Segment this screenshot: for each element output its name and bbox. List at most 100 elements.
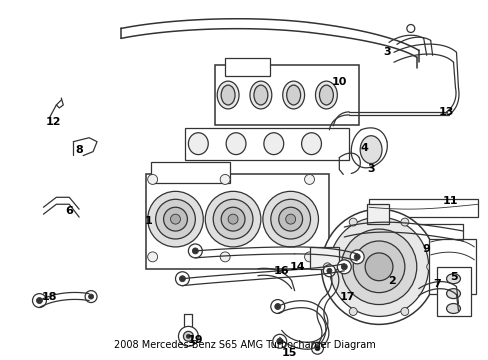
Text: 10: 10 [331,77,346,87]
Circle shape [341,229,416,305]
Circle shape [183,331,193,341]
Circle shape [314,346,319,351]
Bar [150,162,230,183]
Circle shape [276,338,282,344]
Text: 17: 17 [339,292,354,302]
Circle shape [85,291,97,302]
Circle shape [274,303,280,310]
Circle shape [147,175,157,184]
Circle shape [323,263,331,271]
Circle shape [341,264,346,270]
Bar [428,239,475,294]
Text: 13: 13 [438,107,453,117]
Ellipse shape [360,136,381,163]
Circle shape [348,218,356,226]
Circle shape [272,334,286,348]
Circle shape [178,327,198,346]
Circle shape [155,199,195,239]
Circle shape [326,268,331,273]
Circle shape [329,217,428,316]
Circle shape [323,265,335,277]
Circle shape [220,175,230,184]
Bar [368,199,477,217]
Circle shape [88,294,93,299]
Bar [436,267,470,316]
Text: 8: 8 [75,145,83,155]
Circle shape [321,209,436,324]
Circle shape [270,199,310,239]
Circle shape [400,218,408,226]
Text: 19: 19 [187,335,203,345]
Circle shape [220,252,230,262]
Text: 11: 11 [442,196,457,206]
Circle shape [205,192,261,247]
Ellipse shape [264,133,283,154]
Circle shape [352,241,404,293]
Bar [224,58,269,76]
Circle shape [349,250,364,264]
Circle shape [170,214,180,224]
Text: 3: 3 [366,165,374,175]
Bar [145,175,329,269]
Text: 16: 16 [273,266,289,276]
Circle shape [186,334,190,338]
Circle shape [175,272,189,286]
Ellipse shape [319,85,333,105]
Circle shape [32,294,46,307]
Circle shape [213,199,252,239]
Ellipse shape [221,85,235,105]
Circle shape [227,214,238,224]
Ellipse shape [446,274,460,284]
Ellipse shape [446,289,460,298]
Circle shape [353,254,360,260]
Circle shape [147,192,203,247]
Text: 15: 15 [282,348,297,358]
Ellipse shape [249,81,271,109]
Ellipse shape [286,85,300,105]
Ellipse shape [390,240,414,272]
Circle shape [400,307,408,315]
Ellipse shape [188,133,208,154]
Ellipse shape [432,240,456,272]
Ellipse shape [282,81,304,109]
Circle shape [37,298,42,303]
Text: 2008 Mercedes-Benz S65 AMG Turbocharger Diagram: 2008 Mercedes-Benz S65 AMG Turbocharger … [113,340,375,350]
Circle shape [221,207,244,231]
Text: 12: 12 [45,117,61,127]
Circle shape [179,276,185,282]
Bar [366,204,388,224]
Circle shape [365,253,392,281]
Circle shape [278,207,302,231]
Text: 5: 5 [449,272,456,282]
Circle shape [192,248,198,254]
Circle shape [304,252,314,262]
Ellipse shape [253,85,267,105]
Circle shape [285,214,295,224]
Bar [309,247,339,269]
Circle shape [337,260,350,274]
Bar [215,65,359,125]
Circle shape [304,175,314,184]
Text: 4: 4 [360,143,367,153]
Circle shape [188,244,202,258]
Text: 18: 18 [41,292,57,302]
Circle shape [163,207,187,231]
Ellipse shape [446,303,460,314]
Ellipse shape [348,240,372,272]
Text: 14: 14 [289,262,305,272]
Circle shape [147,252,157,262]
Ellipse shape [217,81,239,109]
Text: 9: 9 [422,244,430,254]
Bar [185,128,348,159]
Circle shape [348,307,356,315]
Circle shape [263,192,318,247]
Text: 6: 6 [65,206,73,216]
Text: 2: 2 [387,276,395,286]
Text: 3: 3 [383,47,390,57]
Circle shape [311,342,323,354]
Ellipse shape [301,133,321,154]
Text: 7: 7 [432,279,440,289]
Ellipse shape [225,133,245,154]
Circle shape [426,263,434,271]
Ellipse shape [315,81,337,109]
